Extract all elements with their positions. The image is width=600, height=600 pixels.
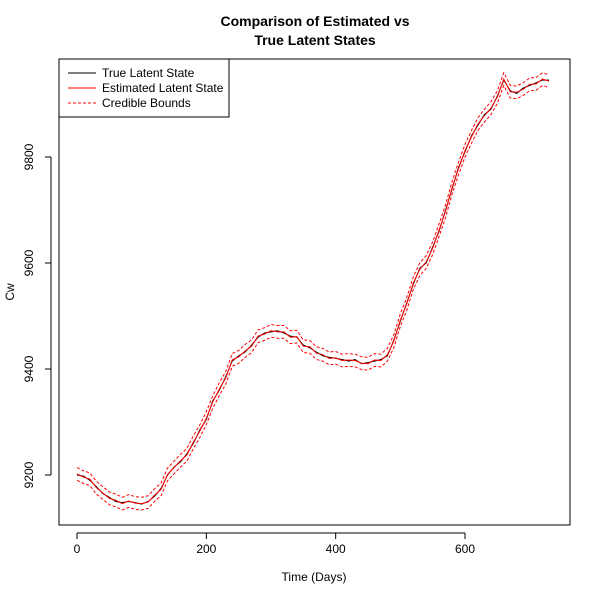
x-tick-label: 200 bbox=[196, 542, 216, 556]
chart-title-line-2: True Latent States bbox=[254, 32, 376, 48]
series-estimated-latent-state bbox=[76, 77, 550, 505]
legend-label-estimated-latent-state: Estimated Latent State bbox=[102, 81, 224, 95]
legend-box bbox=[58, 58, 230, 118]
plot-frame bbox=[58, 58, 571, 526]
x-axis: 0 200 400 600 bbox=[74, 532, 475, 556]
y-tick-label: 9800 bbox=[22, 143, 36, 170]
x-tick-label: 400 bbox=[326, 542, 346, 556]
plot-lines bbox=[76, 71, 550, 511]
y-tick-label: 9200 bbox=[22, 461, 36, 488]
y-tick-label: 9600 bbox=[22, 249, 36, 276]
y-axis: 9200 9400 9600 9800 bbox=[22, 143, 52, 488]
legend-label-true-latent-state: True Latent State bbox=[102, 66, 195, 80]
series-true-latent-state bbox=[76, 78, 550, 505]
y-tick-label: 9400 bbox=[22, 355, 36, 382]
y-axis-label: Cw bbox=[3, 283, 17, 301]
series-credible-bound-lower bbox=[76, 84, 550, 511]
legend: True Latent State Estimated Latent State… bbox=[58, 58, 230, 118]
x-tick-label: 600 bbox=[455, 542, 475, 556]
x-tick-label: 0 bbox=[74, 542, 81, 556]
x-axis-label: Time (Days) bbox=[282, 570, 347, 584]
series-credible-bound-upper bbox=[76, 71, 550, 498]
chart-title-line-1: Comparison of Estimated vs bbox=[220, 13, 409, 29]
legend-label-credible-bounds: Credible Bounds bbox=[102, 96, 191, 110]
